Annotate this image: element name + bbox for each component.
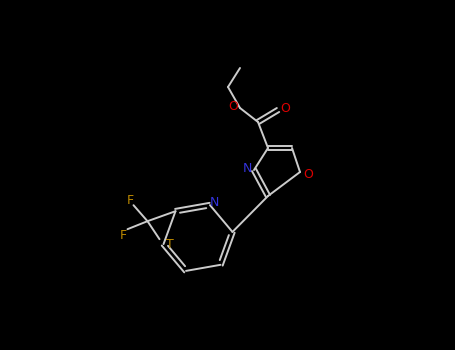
Text: T: T [166,238,173,251]
Text: O: O [228,100,238,113]
Text: O: O [280,103,290,116]
Text: N: N [209,196,219,209]
Text: N: N [243,162,252,175]
Text: F: F [120,229,127,242]
Text: F: F [127,194,134,207]
Text: O: O [303,168,313,181]
